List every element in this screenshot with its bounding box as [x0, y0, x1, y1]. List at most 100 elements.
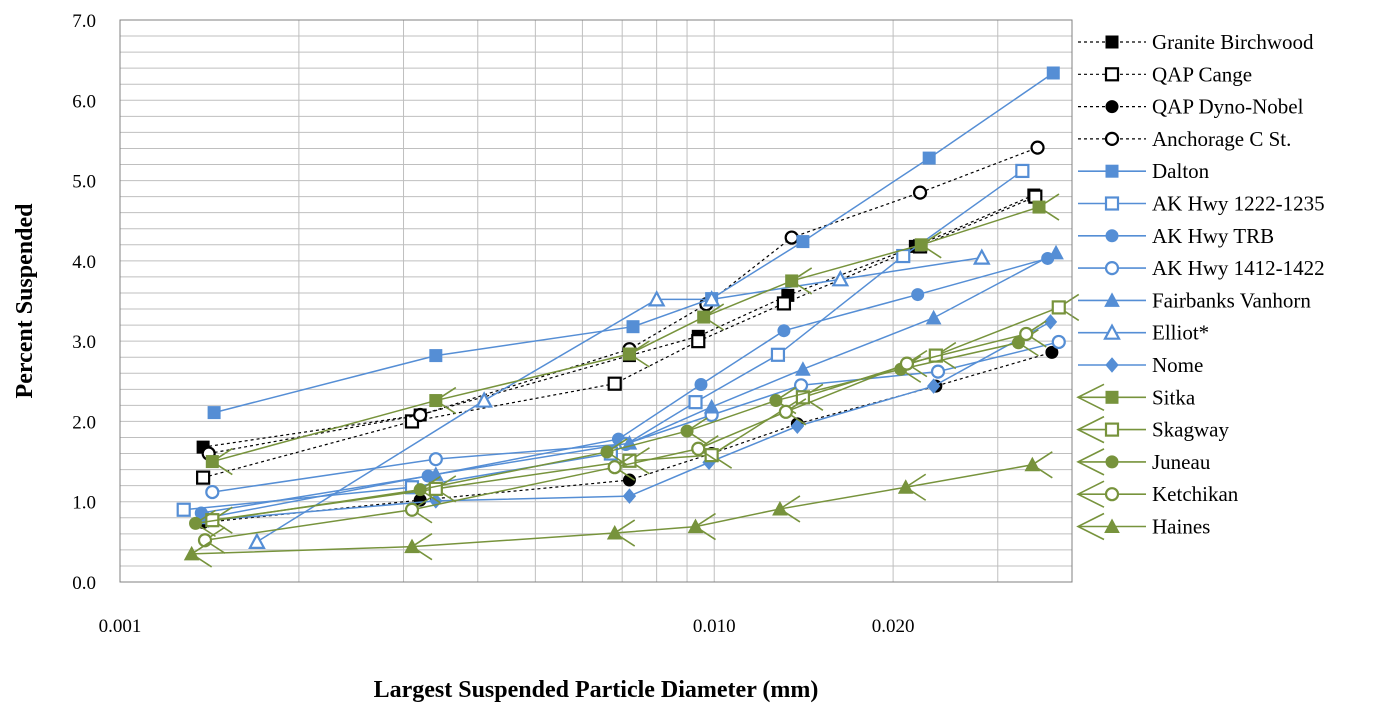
- data-point: [607, 376, 622, 391]
- data-point: [1024, 451, 1053, 479]
- x-tick-labels: 0.001 0.010 0.020: [99, 616, 915, 637]
- legend-label: Dalton: [1152, 159, 1210, 183]
- marker-circle: [413, 407, 428, 423]
- legend-item-fairbanks-vanhorn: Fairbanks Vanhorn: [1078, 288, 1311, 312]
- marker-square: [429, 394, 443, 408]
- marker-circle: [691, 441, 706, 456]
- marker-square: [1105, 35, 1119, 49]
- data-point: [1043, 314, 1058, 330]
- marker-triangle: [897, 479, 914, 494]
- data-point: [606, 519, 636, 547]
- data-point: [1048, 244, 1064, 260]
- marker-circle: [1011, 336, 1025, 350]
- legend-item-nome: Nome: [1078, 353, 1203, 377]
- marker-square: [1104, 67, 1120, 82]
- y-tick-label: 2.0: [72, 412, 96, 433]
- marker-square: [704, 448, 719, 463]
- data-point: [622, 473, 636, 487]
- marker-square: [770, 347, 786, 362]
- legend-label: Sitka: [1152, 385, 1196, 409]
- marker-square: [205, 455, 219, 469]
- data-point: [785, 267, 813, 295]
- legend-label: Juneau: [1152, 450, 1211, 474]
- marker-circle: [404, 502, 420, 517]
- series-sitka: [205, 193, 1060, 476]
- legend-label: AK Hwy 1412-1422: [1152, 256, 1325, 280]
- x-axis-title: Largest Suspended Particle Diameter (mm): [374, 677, 819, 703]
- legend-arrowhead: [1076, 480, 1105, 508]
- data-point: [680, 417, 708, 445]
- data-point: [404, 496, 433, 524]
- marker-circle: [1051, 334, 1066, 350]
- legend-label: QAP Cange: [1152, 62, 1252, 86]
- y-tick-label: 4.0: [72, 252, 96, 273]
- marker-circle: [205, 484, 220, 500]
- marker-triangle: [687, 518, 704, 534]
- data-point: [1045, 345, 1059, 359]
- marker-circle: [413, 483, 427, 497]
- plot-area: [120, 20, 1072, 582]
- series-ak-hwy-1412-1422: [205, 334, 1066, 500]
- marker-circle: [784, 230, 799, 245]
- marker-square: [207, 406, 221, 420]
- data-point: [911, 288, 925, 302]
- series-haines: [183, 451, 1053, 568]
- legend-label: Skagway: [1152, 418, 1229, 442]
- legend-item-skagway: Skagway: [1076, 415, 1229, 444]
- data-point: [429, 349, 443, 363]
- y-tick-label: 6.0: [72, 91, 96, 112]
- y-tick-label: 7.0: [72, 11, 96, 32]
- marker-triangle: [831, 270, 850, 287]
- data-point: [831, 270, 850, 287]
- marker-circle: [189, 516, 203, 530]
- legend-arrowhead: [1076, 383, 1105, 412]
- marker-triangle: [248, 532, 266, 549]
- marker-square: [622, 347, 636, 361]
- data-point: [795, 361, 811, 376]
- marker-diamond: [790, 418, 805, 435]
- data-point: [1030, 140, 1045, 155]
- y-axis-title: Percent Suspended: [12, 203, 38, 399]
- data-point: [189, 509, 216, 538]
- legend-item-haines: Haines: [1076, 512, 1210, 541]
- data-point: [926, 378, 941, 394]
- marker-circle: [680, 424, 694, 438]
- data-point: [428, 452, 443, 467]
- marker-circle: [1019, 326, 1034, 342]
- data-point: [207, 406, 221, 420]
- legend-item-ak-hwy-trb: AK Hwy TRB: [1078, 224, 1274, 248]
- x-tick-label: 0.001: [99, 616, 142, 637]
- data-point: [704, 441, 733, 469]
- legend-item-ak-hwy-1222-1235: AK Hwy 1222-1235: [1078, 192, 1325, 216]
- data-point: [1046, 66, 1060, 80]
- marker-circle: [899, 356, 915, 371]
- data-point: [914, 231, 942, 259]
- marker-square: [776, 296, 792, 311]
- data-point: [687, 512, 716, 541]
- legend-item-ak-hwy-1412-1422: AK Hwy 1412-1422: [1078, 256, 1325, 280]
- marker-square: [196, 470, 211, 485]
- series-layer: [176, 66, 1080, 568]
- marker-square: [1105, 164, 1119, 178]
- marker-square: [691, 334, 706, 349]
- data-point: [930, 364, 946, 379]
- marker-diamond: [622, 488, 637, 504]
- data-point: [772, 495, 801, 523]
- marker-square: [1032, 200, 1046, 214]
- marker-triangle: [475, 391, 493, 408]
- y-tick-labels: 0.0 1.0 2.0 3.0 4.0 5.0 6.0 7.0: [72, 11, 96, 594]
- marker-square: [176, 502, 191, 517]
- marker-square: [796, 235, 810, 249]
- legend-label: Ketchikan: [1152, 482, 1239, 506]
- marker-circle: [600, 445, 614, 459]
- data-point: [622, 340, 650, 368]
- data-point: [691, 435, 719, 463]
- data-point: [703, 398, 720, 414]
- data-point: [196, 470, 211, 485]
- series-ketchikan: [197, 320, 1047, 554]
- marker-circle: [930, 364, 946, 379]
- data-point: [429, 386, 457, 415]
- marker-square: [1105, 390, 1119, 404]
- marker-diamond: [1043, 314, 1058, 330]
- legend-label: AK Hwy 1222-1235: [1152, 192, 1325, 216]
